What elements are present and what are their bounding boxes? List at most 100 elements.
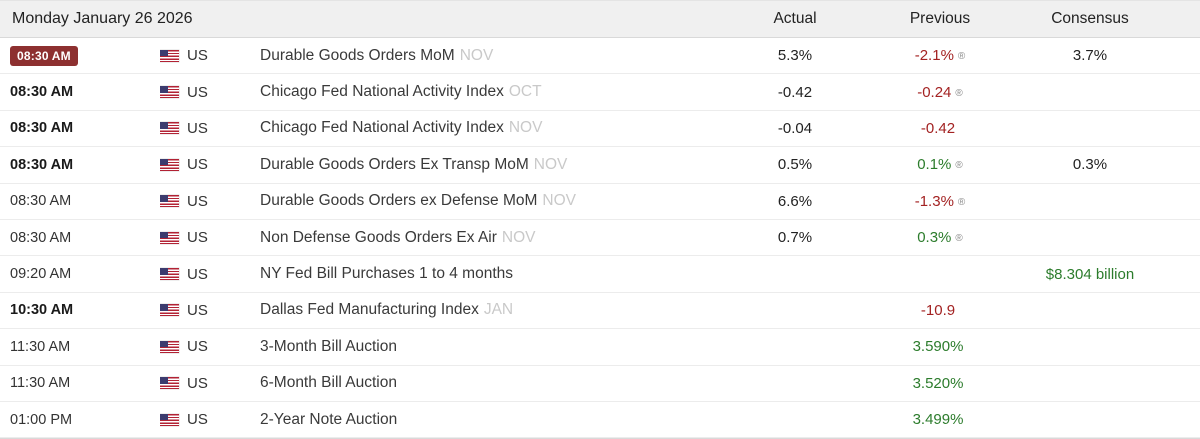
table-row[interactable]: 11:30 AM US 3-Month Bill Auction 3.590% (0, 329, 1200, 366)
event-time: 08:30 AM (0, 120, 160, 136)
column-header-previous: Previous (909, 10, 971, 27)
event-time: 10:30 AM (0, 302, 160, 318)
calendar-header-row: Monday January 26 2026 Actual Previous C… (0, 0, 1200, 38)
country: US (160, 156, 260, 173)
previous-value: -0.24 (917, 83, 952, 101)
us-flag-icon (160, 122, 179, 135)
column-header-consensus: Consensus (1051, 10, 1129, 27)
previous-value: -10.9 (920, 301, 956, 319)
event-time: 11:30 AM (0, 339, 160, 355)
previous-cell: -0.42 (875, 120, 1015, 137)
previous-cell: 3.499% (875, 411, 1015, 428)
consensus-value: 0.3% (1072, 156, 1108, 174)
table-row[interactable]: 08:30 AM US Durable Goods Orders Ex Tran… (0, 147, 1200, 184)
country: US (160, 411, 260, 428)
event-reference-period: NOV (501, 228, 536, 246)
table-row[interactable]: 08:30 AM US Non Defense Goods Orders Ex … (0, 219, 1200, 257)
us-flag-icon (160, 231, 179, 244)
event-cell: NY Fed Bill Purchases 1 to 4 months (260, 265, 735, 283)
event-cell: 6-Month Bill Auction (260, 374, 735, 392)
actual-value: 6.6% (777, 192, 813, 210)
event-name[interactable]: Chicago Fed National Activity Index (260, 83, 504, 101)
time-label: 09:20 AM (10, 266, 72, 283)
event-name[interactable]: 6-Month Bill Auction (260, 374, 397, 392)
us-flag-icon (160, 195, 179, 208)
table-row[interactable]: 09:20 AM US NY Fed Bill Purchases 1 to 4… (0, 256, 1200, 293)
previous-cell: -1.3% ® (875, 193, 1015, 210)
country-code: US (187, 192, 208, 210)
previous-cell (875, 266, 1015, 283)
previous-cell: -2.1% ® (875, 47, 1015, 64)
event-time: 08:30 AM (0, 157, 160, 173)
country: US (160, 302, 260, 319)
event-cell: Dallas Fed Manufacturing Index JAN (260, 301, 735, 319)
table-row[interactable]: 08:30 AM US Chicago Fed National Activit… (0, 110, 1200, 148)
previous-value: -0.42 (920, 119, 956, 137)
country: US (160, 375, 260, 392)
event-name[interactable]: Durable Goods Orders ex Defense MoM (260, 192, 538, 210)
country-code: US (187, 83, 208, 101)
event-name[interactable]: Non Defense Goods Orders Ex Air (260, 228, 497, 246)
us-flag-icon (160, 413, 179, 426)
table-row[interactable]: 11:30 AM US 6-Month Bill Auction 3.520% (0, 365, 1200, 402)
event-time: 08:30 AM (0, 193, 160, 209)
table-row[interactable]: 08:30 AM US Durable Goods Orders ex Defe… (0, 183, 1200, 220)
event-cell: Chicago Fed National Activity Index NOV (260, 119, 735, 137)
actual-value: -0.42 (777, 83, 813, 101)
revised-icon: ® (955, 233, 963, 245)
country-code: US (187, 229, 208, 247)
previous-value: 3.499% (912, 411, 964, 429)
country-code: US (187, 156, 208, 174)
time-label: 10:30 AM (10, 302, 74, 319)
table-row[interactable]: 10:30 AM US Dallas Fed Manufacturing Ind… (0, 292, 1200, 330)
revised-icon: ® (957, 51, 966, 63)
table-row[interactable]: 08:30 AM US Chicago Fed National Activit… (0, 74, 1200, 111)
event-name[interactable]: Durable Goods Orders Ex Transp MoM (260, 155, 529, 173)
time-badge: 08:30 AM (10, 45, 78, 66)
event-time: 01:00 PM (0, 412, 160, 428)
previous-cell: 0.3% ® (875, 229, 1015, 246)
event-reference-period: NOV (542, 192, 576, 210)
previous-cell: 3.520% (875, 375, 1015, 392)
consensus-cell: $8.304 billion (1015, 266, 1200, 283)
event-cell: Non Defense Goods Orders Ex Air NOV (260, 229, 735, 247)
event-time: 08:30 AM (0, 45, 160, 66)
event-name[interactable]: 2-Year Note Auction (260, 410, 398, 428)
us-flag-icon (160, 86, 179, 99)
previous-value: 0.1% (917, 156, 952, 174)
table-row[interactable]: 08:30 AM US Durable Goods Orders MoM NOV … (0, 38, 1200, 75)
country: US (160, 47, 260, 64)
previous-cell: 3.590% (875, 338, 1015, 355)
event-reference-period: NOV (508, 119, 543, 137)
previous-value: -2.1% (914, 47, 954, 65)
country: US (160, 229, 260, 246)
event-name[interactable]: Chicago Fed National Activity Index (260, 119, 504, 137)
event-reference-period: NOV (459, 46, 494, 64)
us-flag-icon (160, 377, 179, 390)
event-name[interactable]: Dallas Fed Manufacturing Index (260, 301, 479, 319)
consensus-value: $8.304 billion (1045, 265, 1135, 283)
time-label: 08:30 AM (10, 156, 74, 173)
event-name[interactable]: Durable Goods Orders MoM (260, 46, 455, 64)
previous-cell: 0.1% ® (875, 156, 1015, 173)
actual-value: 0.7% (777, 229, 813, 247)
table-row[interactable]: 01:00 PM US 2-Year Note Auction 3.499% (0, 401, 1200, 439)
time-label: 11:30 AM (10, 338, 71, 355)
event-time: 09:20 AM (0, 266, 160, 282)
time-label: 11:30 AM (10, 375, 71, 392)
us-flag-icon (160, 268, 179, 281)
country: US (160, 266, 260, 283)
time-label: 08:30 AM (10, 229, 72, 246)
country: US (160, 84, 260, 101)
actual-value: -0.04 (777, 119, 813, 137)
time-label: 08:30 AM (10, 84, 74, 101)
event-name[interactable]: NY Fed Bill Purchases 1 to 4 months (260, 265, 514, 283)
country-code: US (187, 338, 208, 356)
previous-value: 3.590% (912, 338, 964, 356)
country-code: US (187, 265, 208, 283)
consensus-cell: 0.3% (1015, 156, 1200, 173)
time-label: 01:00 PM (10, 411, 73, 428)
event-name[interactable]: 3-Month Bill Auction (260, 337, 397, 355)
revised-icon: ® (955, 160, 963, 172)
